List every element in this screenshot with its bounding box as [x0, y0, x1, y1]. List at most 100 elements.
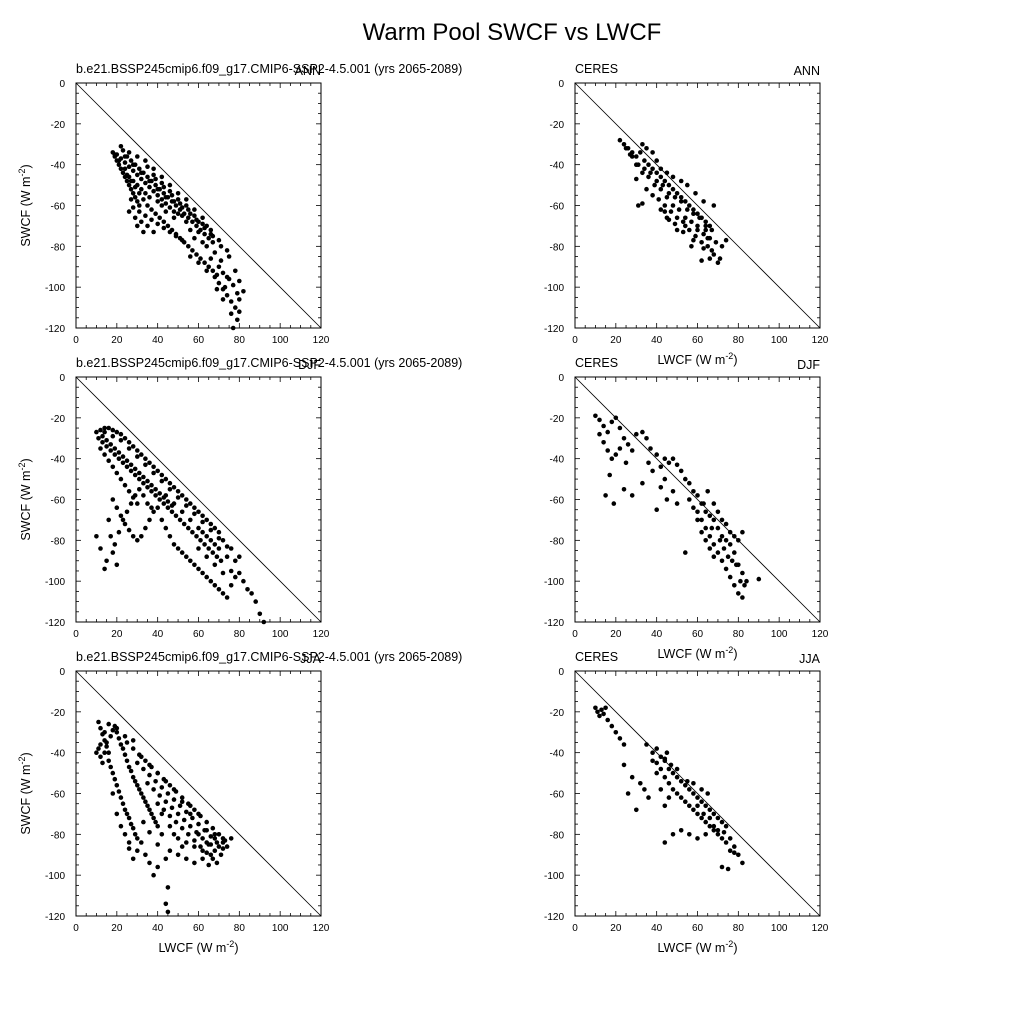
data-point: [711, 501, 717, 506]
data-point: [738, 578, 743, 584]
data-point: [732, 850, 737, 855]
panel-left-title: b.e21.BSSP245cmip6.f09_g17.CMIP6-SSP2-4.…: [76, 62, 462, 76]
data-point: [636, 203, 641, 208]
data-point: [171, 832, 177, 837]
data-point: [112, 452, 118, 457]
data-point: [707, 513, 713, 519]
data-point: [676, 207, 682, 212]
data-point: [654, 178, 659, 184]
data-point: [155, 864, 160, 870]
data-point: [224, 248, 230, 253]
data-point: [685, 182, 690, 188]
data-point: [135, 172, 140, 178]
data-point: [202, 225, 207, 231]
y-tick-label: -40: [51, 455, 66, 466]
x-tick-label: 60: [193, 923, 205, 934]
data-point: [145, 803, 150, 809]
y-tick-label: 0: [59, 373, 65, 384]
data-point: [124, 458, 130, 464]
data-point: [167, 182, 173, 188]
data-point: [171, 542, 177, 547]
data-point: [736, 538, 741, 543]
data-point: [609, 723, 615, 729]
data-point: [196, 260, 201, 266]
data-point: [662, 209, 668, 214]
data-point: [634, 162, 639, 167]
data-point: [693, 233, 698, 239]
data-point: [249, 591, 254, 596]
data-point: [135, 501, 140, 506]
data-point: [237, 297, 242, 302]
data-point: [597, 431, 602, 437]
data-point: [707, 815, 713, 821]
data-point: [605, 717, 610, 723]
data-point: [640, 201, 645, 206]
data-point: [194, 252, 199, 257]
y-tick-label: -80: [51, 830, 66, 841]
data-point: [112, 542, 118, 547]
data-point: [742, 583, 747, 588]
data-point: [179, 795, 185, 800]
data-point: [145, 478, 150, 484]
data-point: [695, 509, 700, 515]
data-point: [163, 476, 169, 482]
data-point: [179, 213, 185, 218]
y-tick-label: -120: [544, 618, 564, 629]
x-tick-label: 80: [733, 335, 745, 346]
data-point: [132, 466, 138, 472]
data-point: [165, 223, 171, 229]
data-point: [149, 489, 154, 494]
data-point: [719, 819, 725, 825]
data-point: [114, 470, 120, 476]
data-point: [126, 150, 132, 155]
data-point: [699, 240, 704, 245]
figure-title: Warm Pool SWCF vs LWCF: [363, 19, 662, 46]
data-point: [190, 815, 195, 821]
data-point: [224, 595, 230, 600]
data-point: [108, 764, 113, 770]
data-point: [104, 438, 109, 443]
data-point: [695, 517, 700, 523]
data-point: [155, 199, 160, 204]
x-tick-label: 100: [771, 335, 788, 346]
data-point: [137, 476, 142, 482]
data-point: [161, 501, 167, 506]
data-point: [139, 754, 144, 760]
data-point: [235, 291, 240, 296]
data-point: [723, 566, 729, 572]
reference-line: [75, 670, 322, 917]
data-point: [153, 493, 158, 498]
panel-right-title: JJA: [799, 652, 821, 666]
y-tick-label: 0: [59, 667, 65, 678]
data-point: [717, 256, 723, 261]
data-point: [605, 448, 610, 453]
data-point: [204, 850, 209, 855]
data-point: [658, 754, 664, 760]
data-point: [139, 170, 144, 176]
y-tick-label: 0: [59, 79, 65, 90]
data-point: [668, 209, 674, 214]
data-point: [137, 470, 142, 476]
data-point: [233, 574, 238, 580]
panel-left-title: b.e21.BSSP245cmip6.f09_g17.CMIP6-SSP2-4.…: [76, 650, 462, 664]
data-point: [145, 223, 150, 229]
data-point: [98, 742, 103, 747]
data-point: [658, 186, 664, 192]
y-tick-label: -100: [45, 283, 65, 294]
data-point: [167, 480, 173, 486]
data-point: [617, 425, 623, 431]
data-point: [224, 554, 230, 559]
data-point: [104, 744, 109, 749]
data-point: [701, 231, 706, 237]
data-point: [106, 758, 111, 764]
data-point: [116, 789, 122, 794]
data-point: [104, 558, 109, 564]
data-point: [732, 583, 737, 588]
data-point: [662, 203, 668, 208]
data-point: [224, 274, 230, 280]
data-point: [143, 852, 148, 858]
data-point: [155, 801, 160, 806]
data-point: [126, 182, 132, 188]
data-point: [658, 485, 664, 490]
data-point: [128, 197, 134, 202]
